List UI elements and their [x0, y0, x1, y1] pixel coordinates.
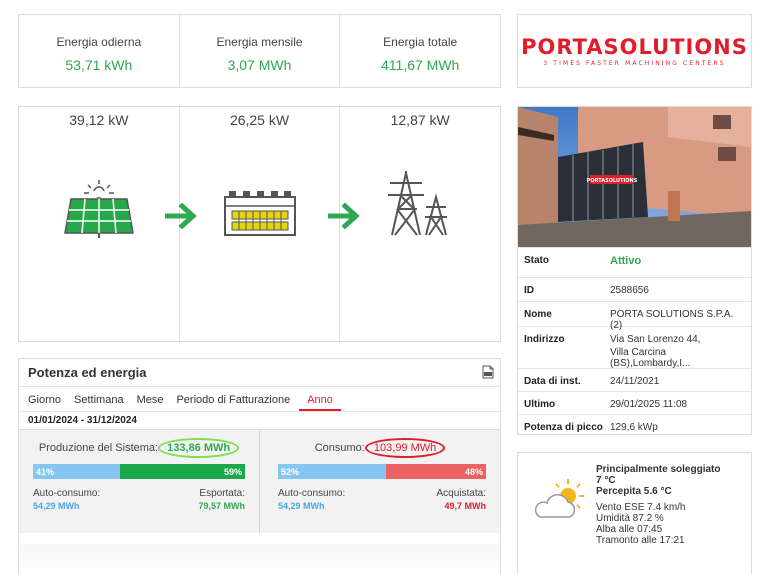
plant-photo: PORTASOLUTIONS [518, 107, 751, 247]
flow-arrow-icon [327, 203, 360, 229]
weather-sunset: Tramonto alle 17:21 [596, 535, 685, 546]
partly-cloudy-icon [534, 479, 584, 518]
consumption-label: Consumo: [314, 442, 365, 454]
energy-month-value: 3,07 MWh [227, 57, 292, 73]
energy-total-value: 411,67 MWh [381, 57, 460, 73]
plant-photo-sign: PORTASOLUTIONS [587, 178, 638, 184]
address-line-1: Via San Lorenzo 44, [610, 334, 701, 345]
tab-month[interactable]: Mese [136, 394, 164, 406]
company-tagline: 3 TIMES FASTER MACHINING CENTERS [543, 60, 726, 67]
weather-wind: Vento ESE 7.4 km/h [596, 502, 686, 513]
info-value: 129,6 kWp [610, 422, 658, 433]
energy-today-label: Energia odierna [56, 35, 142, 49]
info-key: Ultimo [524, 399, 556, 410]
info-row-address: Indirizzo Via San Lorenzo 44, Villa Carc… [518, 326, 751, 369]
tab-week[interactable]: Settimana [74, 394, 124, 406]
power-flow-card: 39,12 kW 26,25 [18, 106, 501, 342]
info-row-install-date: Data di inst. 24/11/2021 [518, 368, 751, 391]
power-energy-title: Potenza ed energia [19, 359, 500, 387]
consumption-bought-label: Acquistata: [436, 488, 486, 499]
production-stats: Produzione del Sistema: 133,86 MWh 41% 5… [19, 430, 260, 533]
weather-details: Principalmente soleggiato 7 °C Percepita… [596, 464, 720, 546]
energy-today: Energia odierna 53,71 kWh [19, 15, 180, 87]
consumption-bought-value: 49,7 MWh [444, 501, 486, 511]
production-export-segment: 59% [119, 464, 245, 479]
info-key: ID [524, 285, 534, 296]
solar-panel-icon [64, 180, 134, 238]
status-badge: Attivo [610, 255, 642, 267]
info-value: Via San Lorenzo 44, Villa Carcina (BS),L… [610, 327, 751, 369]
tab-year[interactable]: Anno [299, 394, 341, 411]
flow-consumption: 26,25 kW [180, 107, 360, 341]
company-logo: PORTASOLUTIONS [521, 35, 748, 59]
period-tabs: Giorno Settimana Mese Periodo di Fattura… [19, 387, 500, 412]
energy-stats: Produzione del Sistema: 133,86 MWh 41% 5… [19, 429, 500, 533]
info-key: Nome [524, 309, 552, 320]
flow-solar: 39,12 kW [19, 107, 197, 341]
energy-month-label: Energia mensile [216, 35, 303, 49]
consumption-bar: 52% 48% [278, 464, 486, 479]
production-self-segment: 41% [33, 464, 120, 479]
info-value: 29/01/2025 11:08 [610, 399, 688, 410]
address-line-2: Villa Carcina (BS),Lombardy,I... [610, 347, 691, 369]
consumption-self-label: Auto-consumo: [278, 488, 346, 499]
info-key: Indirizzo [524, 334, 565, 345]
flow-grid: 12,87 kW [340, 107, 500, 341]
production-self-value: 54,29 MWh [33, 501, 80, 511]
energy-total-label: Energia totale [383, 35, 458, 49]
weather-humidity: Umidità 87.2 % [596, 513, 664, 524]
tab-day[interactable]: Giorno [28, 394, 62, 406]
production-export-label: Esportata: [199, 488, 245, 499]
tab-billing-period[interactable]: Periodo di Fatturazione [176, 394, 291, 406]
info-key: Potenza di picco [524, 422, 603, 433]
info-value: 24/11/2021 [610, 376, 660, 387]
company-logo-card: PORTASOLUTIONS 3 TIMES FASTER MACHINING … [517, 14, 752, 88]
info-row-id: ID 2588656 [518, 277, 751, 301]
consumption-stats: Consumo: 103,99 MWh 52% 48% Auto-consumo… [260, 430, 500, 533]
consumption-self-segment: 52% [278, 464, 387, 479]
production-bar: 41% 59% [33, 464, 245, 479]
power-energy-card: Potenza ed energia Giorno Settimana Mese… [18, 358, 501, 574]
energy-today-value: 53,71 kWh [65, 57, 133, 73]
consumption-bought-segment: 48% [386, 464, 486, 479]
weather-temperature: 7 °C [596, 475, 616, 486]
production-export-value: 79,57 MWh [198, 501, 245, 511]
info-row-peak-power: Potenza di picco 129,6 kWp [518, 414, 751, 436]
factory-icon [223, 191, 296, 236]
info-value: 2588656 [610, 285, 649, 296]
weather-sunrise: Alba alle 07:45 [596, 524, 663, 535]
solar-power-value: 39,12 kW [69, 112, 129, 128]
flow-arrow-icon [165, 203, 197, 229]
energy-month: Energia mensile 3,07 MWh [180, 15, 341, 87]
consumption-header: Consumo: 103,99 MWh [260, 438, 500, 458]
info-row-status: Stato Attivo [518, 247, 751, 277]
consumption-self-value: 54,29 MWh [278, 501, 325, 511]
energy-total: Energia totale 411,67 MWh [340, 15, 500, 87]
production-header: Produzione del Sistema: 133,86 MWh [19, 438, 259, 458]
info-value: PORTA SOLUTIONS S.P.A. (2) [610, 309, 734, 331]
pdf-export-icon[interactable] [482, 365, 494, 379]
info-key: Data di inst. [524, 376, 581, 387]
consumption-power-value: 26,25 kW [229, 112, 290, 128]
consumption-value: 103,99 MWh [364, 438, 446, 458]
info-row-last-update: Ultimo 29/01/2025 11:08 [518, 391, 751, 414]
plant-info-card: PORTASOLUTIONS Stato Attivo ID 2588656 N… [517, 106, 752, 435]
production-self-label: Auto-consumo: [33, 488, 101, 499]
grid-power-value: 12,87 kW [390, 112, 450, 128]
info-row-name: Nome PORTA SOLUTIONS S.P.A. (2) [518, 301, 751, 331]
production-label: Produzione del Sistema: [38, 442, 159, 454]
date-range: 01/01/2024 - 31/12/2024 [28, 415, 137, 426]
weather-card: Principalmente soleggiato 7 °C Percepita… [517, 452, 752, 574]
energy-summary-card: Energia odierna 53,71 kWh Energia mensil… [18, 14, 501, 88]
chart-area [19, 544, 500, 574]
production-value: 133,86 MWh [158, 438, 240, 458]
power-tower-icon [388, 171, 448, 236]
info-key: Stato [524, 255, 549, 266]
weather-feels-like: Percepita 5.6 °C [596, 486, 672, 497]
weather-condition: Principalmente soleggiato [596, 464, 721, 475]
